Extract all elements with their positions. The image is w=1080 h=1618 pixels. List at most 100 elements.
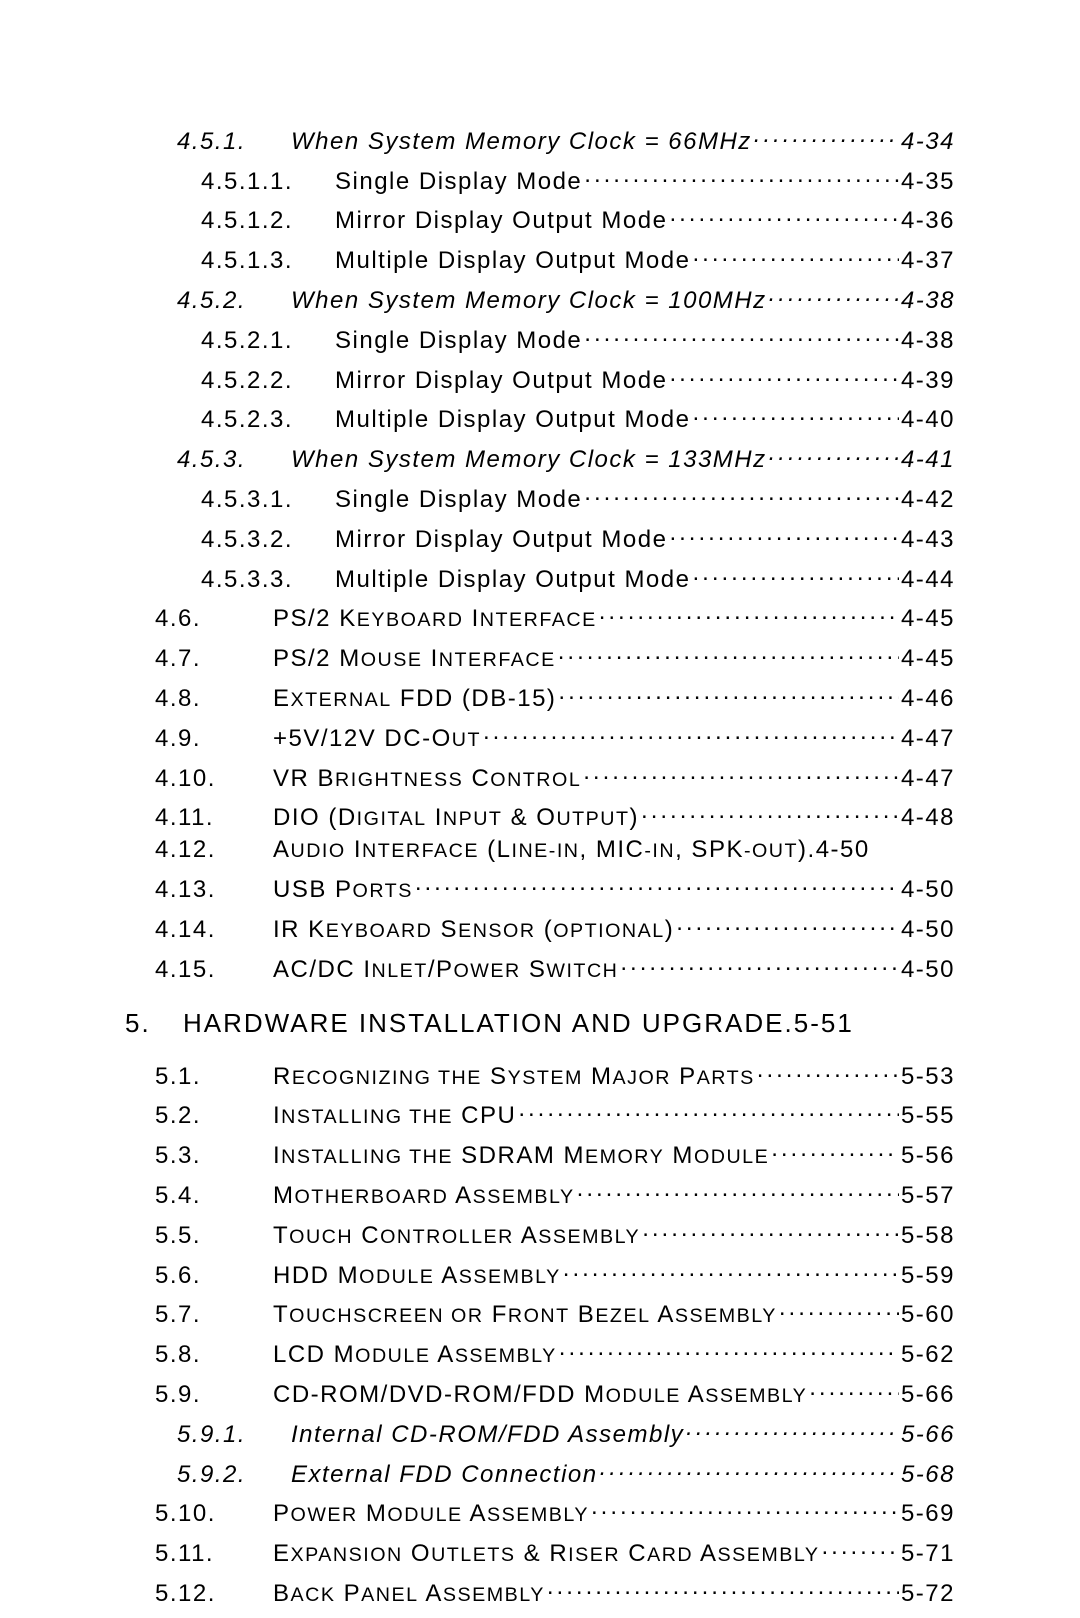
- toc-entry: 4.8.EXTERNAL FDD (DB-15)4-46: [125, 677, 955, 713]
- toc-leader-dots: [620, 948, 899, 977]
- toc-entry: 4.5.3.2.Mirror Display Output Mode4-43: [125, 518, 955, 554]
- toc-entry: 4.14.IR KEYBOARD SENSOR (OPTIONAL) 4-50: [125, 908, 955, 944]
- toc-entry-number: 4.5.1.2.: [201, 207, 335, 235]
- toc-entry: 5.3.INSTALLING THE SDRAM MEMORY MODULE5-…: [125, 1134, 955, 1170]
- toc-entry-number: 5.6.: [155, 1262, 273, 1290]
- toc-entry: 4.5.1.1.Single Display Mode4-35: [125, 160, 955, 196]
- toc-entry-title: HDD MODULE ASSEMBLY: [273, 1262, 561, 1290]
- toc-entry-page: 4-38: [901, 327, 955, 355]
- toc-entry: 5.4.MOTHERBOARD ASSEMBLY5-57: [125, 1174, 955, 1210]
- toc-entry: 4.5.3.When System Memory Clock = 133MHz 4…: [125, 438, 955, 474]
- toc-entry: 5.9.2.External FDD Connection5-68: [125, 1453, 955, 1489]
- toc-leader-dots: [669, 518, 899, 547]
- toc-entry-title: Internal CD-ROM/FDD Assembly: [291, 1421, 684, 1449]
- toc-leader-dots: [559, 1333, 899, 1362]
- toc-entry-number: 5.4.: [155, 1182, 273, 1210]
- toc-entry-number: 5.5.: [155, 1222, 273, 1250]
- toc-entry: 5.5.TOUCH CONTROLLER ASSEMBLY5-58: [125, 1214, 955, 1250]
- toc-leader-dots: [584, 478, 899, 507]
- toc-entry-number: 5.9.1.: [177, 1421, 291, 1449]
- toc-entry-title: MOTHERBOARD ASSEMBLY: [273, 1182, 575, 1210]
- toc-entry: 5.8.LCD MODULE ASSEMBLY5-62: [125, 1333, 955, 1369]
- toc-entry-title: When System Memory Clock = 66MHz: [291, 128, 752, 156]
- toc-leader-dots: [558, 637, 899, 666]
- toc-entry: 5.6.HDD MODULE ASSEMBLY 5-59: [125, 1254, 955, 1290]
- toc-entry: 4.12.AUDIO INTERFACE (LINE-IN, MIC-IN, S…: [125, 836, 955, 864]
- toc-entry-title: +5V/12V DC-OUT: [273, 725, 481, 753]
- toc-entry-number: 4.14.: [155, 916, 273, 944]
- toc-leader-dots: [754, 120, 899, 149]
- toc-entry-number: 5.12.: [155, 1580, 273, 1608]
- toc-leader-dots: [563, 1254, 899, 1283]
- toc-leader-dots: [676, 908, 899, 937]
- toc-entry-page: 4-48: [901, 804, 955, 832]
- toc-entry-page: 4-43: [901, 526, 955, 554]
- toc-entry-title: BACK PANEL ASSEMBLY: [273, 1580, 545, 1608]
- toc-entry-title: External FDD Connection: [291, 1461, 598, 1489]
- toc-entry-page: 5-59: [901, 1262, 955, 1290]
- toc-entry: 5.9.CD-ROM/DVD-ROM/FDD MODULE ASSEMBLY5-…: [125, 1373, 955, 1409]
- toc-leader-dots: [518, 1095, 899, 1124]
- toc-leader-dots: [591, 1493, 899, 1522]
- toc-entry-title: When System Memory Clock = 133MHz: [291, 446, 767, 474]
- toc-entry-title: Multiple Display Output Mode: [335, 247, 690, 275]
- toc-leader-dots: [558, 677, 899, 706]
- toc-entry: 4.5.2.1.Single Display Mode4-38: [125, 319, 955, 355]
- toc-leader-dots: [584, 160, 899, 189]
- toc-entry-number: 5.10.: [155, 1500, 273, 1528]
- toc-entry-title: EXPANSION OUTLETS & RISER CARD ASSEMBLY: [273, 1540, 819, 1568]
- toc-entry-title: TOUCHSCREEN OR FRONT BEZEL ASSEMBLY: [273, 1301, 777, 1329]
- toc-leader-dots: [599, 598, 899, 627]
- toc-entry-title: RECOGNIZING THE SYSTEM MAJOR PARTS: [273, 1063, 755, 1091]
- toc-separator: .: [808, 836, 816, 864]
- toc-entry: 4.6.PS/2 KEYBOARD INTERFACE4-45: [125, 598, 955, 634]
- toc-entry-number: 5.8.: [155, 1341, 273, 1369]
- toc-entry: 5.12.BACK PANEL ASSEMBLY5-72: [125, 1572, 955, 1608]
- toc-entry-number: 4.5.1.1.: [201, 168, 335, 196]
- toc-entry-page: 4-42: [901, 486, 955, 514]
- toc-entry-title: LCD MODULE ASSEMBLY: [273, 1341, 557, 1369]
- toc-entry-number: 4.5.2.: [177, 287, 291, 315]
- toc-leader-dots: [415, 868, 899, 897]
- toc-entry-page: 5-68: [901, 1461, 955, 1489]
- toc-entry-title: USB PORTS: [273, 876, 413, 904]
- toc-entry: 4.5.1.When System Memory Clock = 66MHz 4-…: [125, 120, 955, 156]
- toc-leader-dots: [600, 1453, 899, 1482]
- toc-entry-page: 4-50: [816, 836, 870, 864]
- toc-leader-dots: [769, 438, 899, 467]
- toc-separator: .: [785, 1008, 794, 1039]
- toc-entry-number: 4.13.: [155, 876, 273, 904]
- toc-entry-number: 4.5.1.: [177, 128, 291, 156]
- toc-entry: 5.9.1.Internal CD-ROM/FDD Assembly5-66: [125, 1413, 955, 1449]
- toc-entry-number: 4.5.3.: [177, 446, 291, 474]
- toc-entry-title: Mirror Display Output Mode: [335, 207, 667, 235]
- toc-entry-number: 5.7.: [155, 1301, 273, 1329]
- toc-entry-page: 4-50: [901, 916, 955, 944]
- toc-entry-page: 5-53: [901, 1063, 955, 1091]
- toc-entry: 4.13.USB PORTS 4-50: [125, 868, 955, 904]
- toc-entry-title: INSTALLING THE SDRAM MEMORY MODULE: [273, 1142, 769, 1170]
- toc-entry-number: 4.5.1.3.: [201, 247, 335, 275]
- toc-entry-page: 4-34: [901, 128, 955, 156]
- toc-entry-number: 5.: [125, 1008, 183, 1039]
- toc-entry-number: 4.5.2.2.: [201, 367, 335, 395]
- toc-entry-page: 4-41: [901, 446, 955, 474]
- toc-leader-dots: [583, 757, 899, 786]
- toc-entry-number: 4.5.3.1.: [201, 486, 335, 514]
- toc-leader-dots: [483, 717, 899, 746]
- toc-entry-title: INSTALLING THE CPU: [273, 1102, 516, 1130]
- toc-entry: 5.2.INSTALLING THE CPU5-55: [125, 1095, 955, 1131]
- toc-entry: 4.9.+5V/12V DC-OUT4-47: [125, 717, 955, 753]
- toc-entry-title: IR KEYBOARD SENSOR (OPTIONAL): [273, 916, 674, 944]
- toc-entry-number: 5.2.: [155, 1102, 273, 1130]
- toc-entry-number: 4.8.: [155, 685, 273, 713]
- toc-entry-page: 5-56: [901, 1142, 955, 1170]
- toc-leader-dots: [584, 319, 899, 348]
- toc-entry-page: 4-50: [901, 876, 955, 904]
- toc-chapter: 5.HARDWARE INSTALLATION AND UPGRADE. 5-5…: [125, 1008, 955, 1039]
- toc-entry-number: 4.12.: [155, 836, 273, 864]
- toc-leader-dots: [577, 1174, 899, 1203]
- toc-entry-number: 5.11.: [155, 1540, 273, 1568]
- toc-entry-number: 4.7.: [155, 645, 273, 673]
- toc-entry: 4.10.VR BRIGHTNESS CONTROL4-47: [125, 757, 955, 793]
